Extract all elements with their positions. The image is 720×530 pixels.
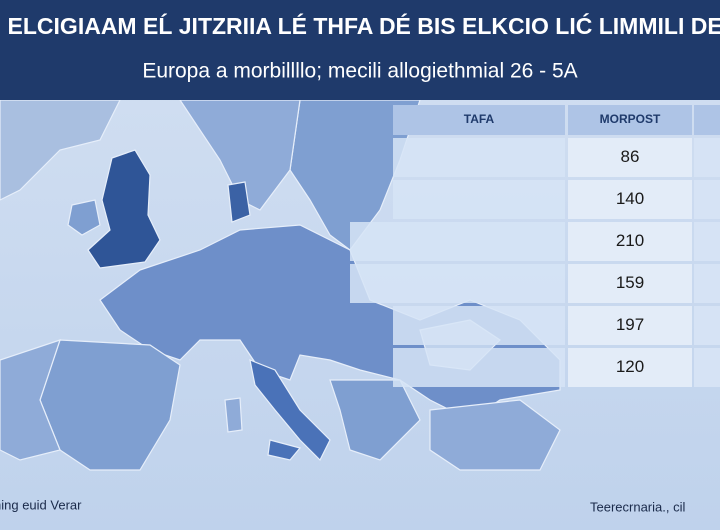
header-band [0, 0, 720, 100]
table-cell [393, 348, 565, 387]
table-cell [568, 222, 692, 261]
column-header: MORPOST [600, 112, 661, 126]
table-cell [568, 180, 692, 219]
table-cell [694, 138, 720, 177]
table-cell [694, 264, 720, 303]
header-cell [393, 105, 565, 135]
table-cell [350, 222, 565, 261]
footer-left: hing euid Verar [0, 497, 82, 512]
table-cell [393, 180, 565, 219]
title: H ELCIGIAAM EĹ JITZRIIA LÉ THFA DÉ BIS E… [0, 12, 720, 39]
table-cell [694, 222, 720, 261]
table-cell [350, 264, 565, 303]
table-cell [694, 180, 720, 219]
table-cell [568, 138, 692, 177]
cell-value: 159 [616, 273, 644, 292]
footer-right: Teerecrnaria., cil [590, 499, 685, 514]
subtitle: Europa a morbillllo; mecili allogiethmia… [142, 60, 577, 83]
cell-value: 86 [621, 147, 640, 166]
cell-value: 120 [616, 357, 644, 376]
table-cell [694, 348, 720, 387]
header-cell [694, 105, 720, 135]
table-cell [393, 306, 565, 345]
column-header: TAFA [464, 112, 495, 126]
table-cell [568, 264, 692, 303]
table-cell [694, 306, 720, 345]
header-cell [568, 105, 692, 135]
table-cell [568, 306, 692, 345]
table: TAFA MORPOST 86 140 210 159 197 120 [350, 105, 720, 387]
table-cell [393, 138, 565, 177]
cell-value: 210 [616, 231, 644, 250]
table-cell [568, 348, 692, 387]
cell-value: 197 [616, 315, 644, 334]
cell-value: 140 [616, 189, 644, 208]
